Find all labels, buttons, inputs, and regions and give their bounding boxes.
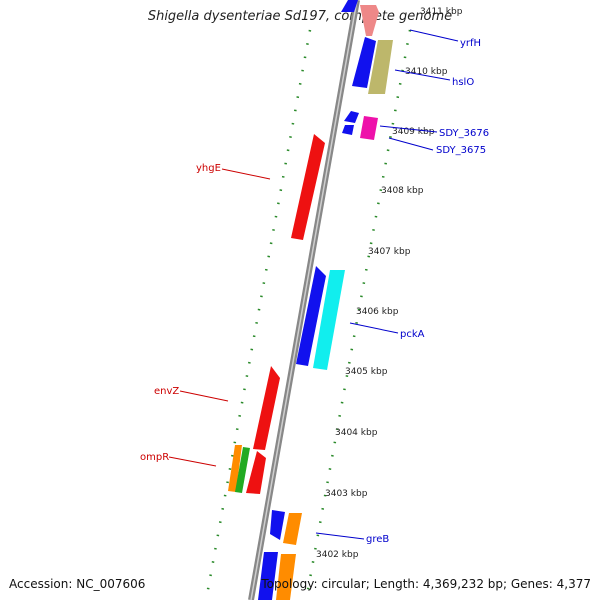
leader-yrfH: [409, 29, 459, 42]
tick-label-3406: 3406 kbp: [356, 307, 399, 317]
leader-SDY_3675: [388, 137, 434, 151]
gene-label-envZ[interactable]: envZ: [154, 386, 179, 397]
gene-blue-top-2[interactable]: [352, 37, 376, 88]
genome-axis-highlight: [250, 0, 358, 600]
tick-label-3411: 3411 kbp: [420, 7, 463, 17]
gene-yhgE-shape[interactable]: [291, 134, 325, 240]
leader-hslO: [394, 69, 451, 81]
gene-label-ompR[interactable]: ompR: [140, 452, 169, 463]
leader-yhgE: [221, 168, 271, 180]
gene-magenta-shape[interactable]: [360, 116, 378, 140]
gene-greB-shape[interactable]: [283, 513, 302, 545]
gene-label-yhgE[interactable]: yhgE: [196, 163, 221, 174]
tick-label-3408: 3408 kbp: [381, 186, 424, 196]
leader-SDY_3676: [379, 125, 438, 133]
accession-text: Accession: NC_007606: [9, 577, 146, 591]
leader-ompR: [168, 456, 217, 467]
gene-label-greB[interactable]: greB: [366, 534, 389, 545]
gene-blue-pckA-left[interactable]: [296, 266, 326, 366]
gene-label-hslO[interactable]: hslO: [452, 77, 474, 88]
tick-label-3403: 3403 kbp: [325, 489, 368, 499]
gene-block-top-blue[interactable]: [341, 0, 358, 12]
gene-green-ompR[interactable]: [235, 447, 250, 493]
gene-orange-bottom[interactable]: [276, 554, 296, 600]
leader-envZ: [179, 390, 229, 402]
tick-label-3410: 3410 kbp: [405, 67, 448, 77]
gene-orange-ompR-left[interactable]: [228, 445, 242, 492]
leader-pckA: [349, 322, 399, 334]
tick-label-3409: 3409 kbp: [392, 127, 435, 137]
gene-pckA-shape[interactable]: [313, 270, 345, 370]
gene-label-pckA[interactable]: pckA: [400, 329, 425, 340]
gene-SDY_3675-shape[interactable]: [342, 125, 354, 135]
tick-label-3407: 3407 kbp: [368, 247, 411, 257]
right-guide-line: [305, 29, 412, 596]
gene-ompR-shape[interactable]: [246, 451, 266, 494]
gene-envZ-shape[interactable]: [253, 366, 280, 450]
tick-label-3404: 3404 kbp: [335, 428, 378, 438]
gene-blue-bottom[interactable]: [258, 552, 278, 600]
gene-blue-greB[interactable]: [270, 510, 285, 540]
gene-hslO-shape[interactable]: [368, 40, 393, 94]
gene-label-SDY_3676[interactable]: SDY_3676: [439, 128, 489, 139]
leader-greB: [315, 532, 365, 540]
gene-SDY_3676-shape[interactable]: [344, 111, 359, 123]
gene-yrfH-shape[interactable]: [360, 5, 379, 36]
tick-label-3405: 3405 kbp: [345, 367, 388, 377]
left-guide-line: [205, 29, 312, 596]
gene-label-yrfH[interactable]: yrfH: [460, 38, 481, 49]
tick-label-3402: 3402 kbp: [316, 550, 359, 560]
gene-label-SDY_3675[interactable]: SDY_3675: [436, 145, 486, 156]
topology-text: Topology: circular; Length: 4,369,232 bp…: [261, 577, 591, 591]
